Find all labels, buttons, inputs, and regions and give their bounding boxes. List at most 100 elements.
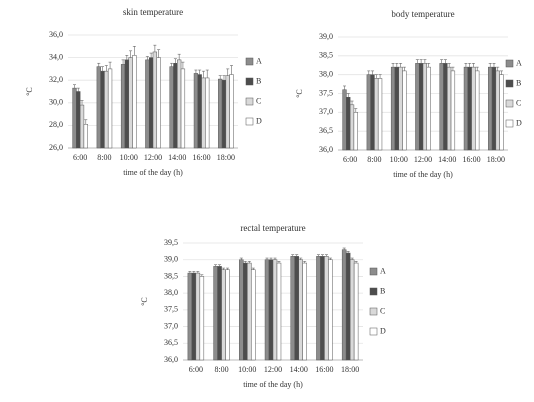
x-tick-label: 14:00 — [168, 153, 186, 162]
y-tick-label: 37,5 — [319, 88, 333, 97]
bar — [290, 256, 295, 361]
x-tick-label: 18:00 — [341, 365, 359, 374]
x-tick-label: 8:00 — [97, 153, 111, 162]
bar — [353, 112, 358, 151]
legend-swatch — [245, 97, 254, 106]
legend-label: A — [516, 58, 522, 67]
bar — [251, 269, 256, 361]
bar — [463, 66, 469, 151]
y-tick-label: 38,5 — [164, 271, 178, 280]
bar — [83, 124, 88, 149]
y-tick-label: 39,5 — [164, 238, 178, 247]
bar — [76, 91, 81, 149]
x-tick-label: 6:00 — [343, 155, 357, 164]
bar — [177, 59, 182, 149]
y-tick-label: 38,5 — [319, 51, 333, 60]
bar — [197, 74, 202, 149]
legend-swatch — [245, 77, 254, 86]
legend-label: A — [256, 56, 262, 65]
x-tick-label: 12:00 — [414, 155, 432, 164]
x-axis-title: time of the day (h) — [393, 170, 453, 179]
x-tick-label: 8:00 — [214, 365, 228, 374]
bar — [353, 262, 359, 361]
bar — [276, 262, 282, 361]
x-tick-label: 12:00 — [144, 153, 162, 162]
bar — [349, 104, 355, 151]
x-tick-label: 10:00 — [238, 365, 256, 374]
y-tick-label: 38,0 — [164, 288, 178, 297]
bar — [324, 256, 329, 361]
bar — [272, 259, 278, 361]
bar — [402, 70, 407, 151]
legend-swatch — [369, 267, 378, 276]
bar — [328, 259, 333, 361]
bar — [72, 87, 77, 149]
x-tick-label: 16:00 — [315, 365, 333, 374]
x-tick-label: 8:00 — [367, 155, 381, 164]
y-tick-label: 30,0 — [49, 98, 63, 107]
bar — [221, 269, 226, 361]
x-tick-label: 10:00 — [120, 153, 138, 162]
x-axis-title: time of the day (h) — [123, 168, 183, 177]
bar — [132, 55, 137, 149]
legend-label: C — [516, 98, 521, 107]
bar — [488, 66, 493, 151]
legend-label: B — [516, 78, 521, 87]
legend-label: D — [256, 116, 262, 125]
y-axis-title: °C — [295, 89, 304, 98]
bar — [377, 78, 383, 151]
bar — [79, 104, 85, 149]
bar — [156, 57, 161, 149]
y-tick-label: 34,0 — [49, 52, 63, 61]
bar — [398, 66, 403, 151]
legend-swatch — [505, 79, 514, 88]
bar — [229, 74, 234, 149]
legend-swatch — [505, 119, 514, 128]
bar — [173, 63, 178, 149]
legend-swatch — [245, 117, 254, 126]
x-tick-label: 10:00 — [390, 155, 408, 164]
y-axis-title: °C — [140, 297, 149, 306]
bar — [346, 97, 351, 151]
bar — [145, 59, 150, 149]
bar — [370, 74, 375, 151]
bar — [152, 51, 158, 149]
y-tick-label: 32,0 — [49, 75, 63, 84]
y-axis-title: °C — [25, 87, 34, 96]
bar — [225, 269, 230, 361]
legend-label: B — [256, 76, 261, 85]
bar — [124, 59, 129, 149]
bar — [467, 66, 472, 151]
bar — [199, 276, 205, 361]
bar — [342, 89, 347, 151]
bar — [349, 259, 355, 361]
bar — [366, 74, 371, 151]
y-tick-label: 28,0 — [49, 120, 63, 129]
legend-label: D — [516, 118, 522, 127]
bar — [499, 74, 504, 151]
legend-swatch — [505, 99, 514, 108]
y-tick-label: 36,0 — [319, 145, 333, 154]
bar — [426, 66, 431, 151]
bar — [320, 256, 325, 361]
x-tick-label: 12:00 — [264, 365, 282, 374]
y-tick-label: 39,0 — [319, 32, 333, 41]
bar — [107, 68, 113, 149]
bar — [418, 63, 424, 151]
bar — [225, 75, 230, 149]
bar — [294, 256, 299, 361]
x-tick-label: 16:00 — [462, 155, 480, 164]
y-tick-label: 37,0 — [319, 107, 333, 116]
bar — [148, 57, 154, 149]
bar — [243, 262, 248, 361]
bar — [450, 70, 456, 151]
chart-title: skin temperature — [123, 7, 183, 17]
legend-swatch — [505, 59, 514, 68]
legend-label: C — [380, 306, 385, 315]
y-tick-label: 38,0 — [319, 69, 333, 78]
bar — [345, 252, 351, 361]
bar — [187, 272, 193, 361]
x-tick-label: 16:00 — [192, 153, 210, 162]
bar — [169, 66, 174, 149]
